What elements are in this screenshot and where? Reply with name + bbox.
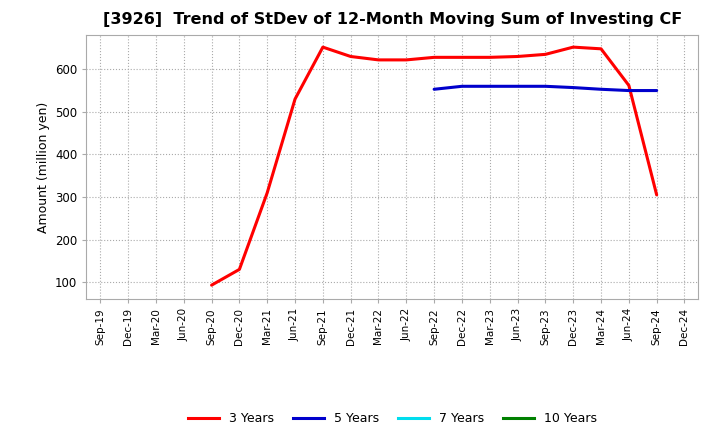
Y-axis label: Amount (million yen): Amount (million yen) (37, 102, 50, 233)
Legend: 3 Years, 5 Years, 7 Years, 10 Years: 3 Years, 5 Years, 7 Years, 10 Years (183, 407, 602, 430)
Title: [3926]  Trend of StDev of 12-Month Moving Sum of Investing CF: [3926] Trend of StDev of 12-Month Moving… (103, 12, 682, 27)
